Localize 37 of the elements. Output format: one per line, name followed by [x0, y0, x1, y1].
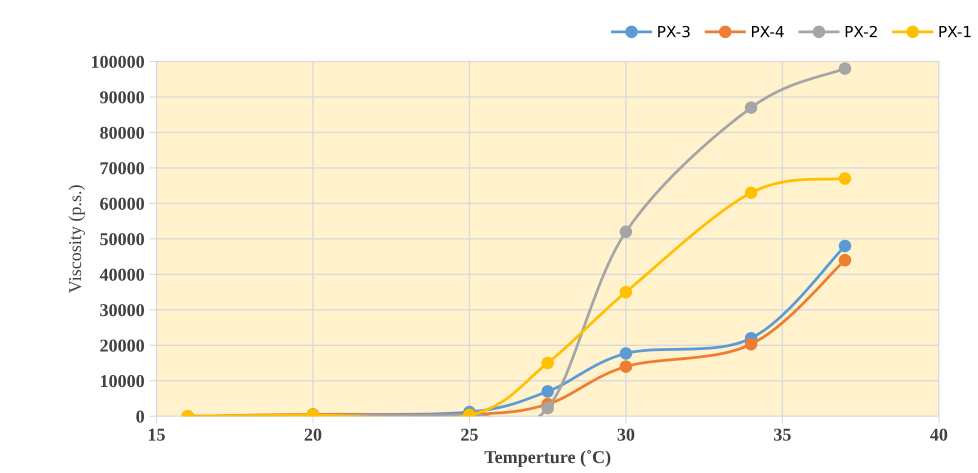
y-tick-label: 70000 [100, 162, 144, 174]
point [744, 101, 758, 114]
point [838, 172, 852, 185]
point [838, 62, 852, 75]
legend-label: PX-1 [939, 26, 971, 38]
y-tick-label: 50000 [100, 233, 144, 246]
legend-label: PX-3 [658, 26, 690, 38]
x-tick-label: 30 [618, 428, 634, 441]
y-tick-label: 100000 [92, 56, 144, 68]
x-tick-label: 15 [148, 428, 165, 441]
legend-label: PX-4 [752, 26, 784, 38]
point [620, 226, 632, 238]
point [620, 347, 632, 360]
x-tick-label: 20 [304, 428, 322, 441]
point [541, 402, 554, 414]
y-tick-label: 20000 [100, 340, 144, 352]
point [838, 254, 852, 266]
point [744, 338, 758, 350]
x-axis-title: Temperture (˚C) [484, 450, 610, 467]
point [620, 360, 632, 373]
x-tick-label: 25 [461, 428, 478, 441]
y-tick-label: 30000 [100, 304, 144, 316]
y-tick-label: 60000 [100, 198, 144, 210]
point [744, 186, 758, 199]
point [541, 356, 554, 370]
y-tick-label: 10000 [100, 375, 144, 388]
x-tick-label: 35 [774, 428, 791, 441]
point [541, 385, 554, 398]
y-tick-label: 80000 [100, 126, 144, 139]
y-tick-label: 0 [136, 410, 144, 423]
point [838, 240, 852, 252]
y-tick-label: 40000 [100, 268, 144, 281]
x-tick-label: 40 [930, 428, 948, 441]
point [620, 286, 632, 298]
y-axis-title: Viscosity (p.s.) [68, 185, 85, 294]
y-tick-label: 90000 [100, 91, 144, 104]
legend-label: PX-2 [846, 26, 877, 38]
